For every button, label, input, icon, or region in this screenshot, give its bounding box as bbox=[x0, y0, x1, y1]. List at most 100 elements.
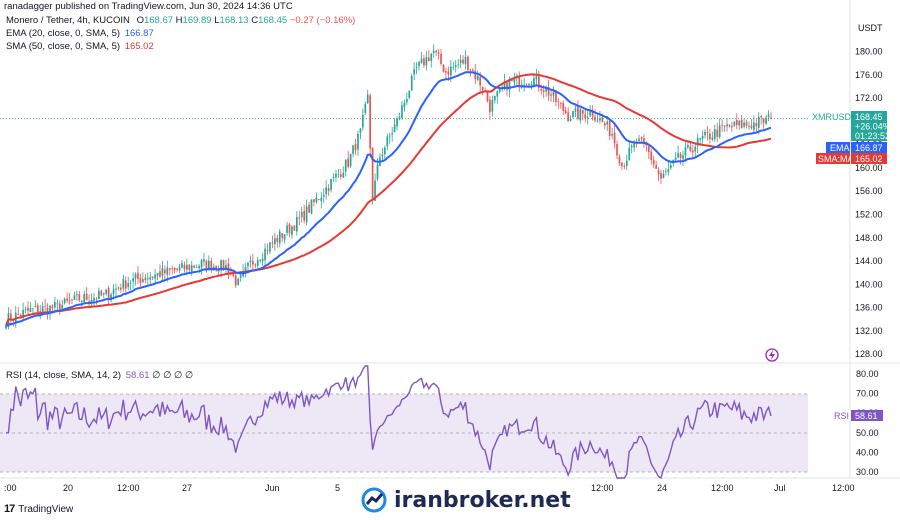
candle bbox=[181, 262, 183, 268]
candle bbox=[596, 120, 599, 122]
candle bbox=[27, 307, 29, 311]
candle bbox=[542, 90, 545, 92]
candle bbox=[247, 262, 249, 267]
candle bbox=[408, 90, 411, 98]
currency-label: USDT bbox=[858, 23, 883, 33]
candle bbox=[552, 91, 555, 96]
candle bbox=[139, 277, 142, 283]
candle bbox=[132, 278, 134, 282]
low-label: L bbox=[214, 15, 220, 26]
symbol-legend: Monero / Tether, 4h, KUCOIN O168.67 H169… bbox=[6, 15, 355, 26]
time-tick: Jun bbox=[265, 483, 280, 493]
candle bbox=[755, 123, 758, 127]
ema-tag: EMA 166.87 bbox=[826, 142, 887, 153]
candle bbox=[743, 122, 745, 127]
candle bbox=[215, 265, 218, 271]
candle bbox=[288, 224, 291, 234]
rsi-legend: RSI (14, close, SMA, 14, 2) 58.61 ∅ ∅ ∅ … bbox=[6, 370, 193, 381]
candle bbox=[54, 302, 56, 308]
watermark: iranbroker.net bbox=[360, 486, 571, 514]
candle bbox=[599, 118, 601, 121]
candle bbox=[300, 211, 303, 218]
candle bbox=[98, 290, 100, 300]
candle bbox=[513, 78, 516, 83]
price-tick: 148.00 bbox=[855, 233, 883, 243]
candle bbox=[305, 206, 308, 223]
candle bbox=[295, 217, 298, 232]
candle bbox=[364, 103, 367, 114]
candle bbox=[699, 138, 701, 140]
candle bbox=[616, 144, 618, 156]
candle bbox=[435, 50, 438, 53]
candle bbox=[310, 199, 313, 214]
candle bbox=[682, 155, 684, 159]
candle bbox=[559, 102, 562, 104]
price-tick: 180.00 bbox=[855, 46, 883, 56]
candle bbox=[66, 298, 68, 301]
candle bbox=[291, 226, 293, 235]
candle bbox=[107, 288, 110, 299]
candle bbox=[701, 135, 704, 139]
price-tick: 152.00 bbox=[855, 209, 883, 219]
candle bbox=[415, 67, 418, 69]
ema-tag-label: EMA bbox=[830, 143, 850, 153]
candle bbox=[469, 69, 472, 71]
candle bbox=[440, 53, 442, 64]
candle bbox=[234, 275, 237, 286]
candle bbox=[17, 314, 20, 315]
rsi-value: 58.61 bbox=[125, 370, 150, 381]
candle bbox=[332, 176, 335, 178]
candle bbox=[359, 128, 362, 133]
candle bbox=[254, 264, 257, 266]
candle bbox=[606, 121, 609, 125]
lightning-icon[interactable] bbox=[765, 348, 779, 362]
time-tick: 12:00 bbox=[832, 483, 855, 493]
candle bbox=[354, 144, 357, 151]
candle bbox=[225, 265, 227, 270]
candle bbox=[674, 157, 677, 160]
candle bbox=[533, 78, 535, 86]
candle bbox=[660, 172, 662, 179]
candle bbox=[462, 59, 464, 64]
candle bbox=[586, 116, 589, 118]
candle bbox=[684, 147, 687, 156]
candle bbox=[376, 164, 379, 180]
candle bbox=[317, 199, 320, 201]
candle bbox=[476, 76, 479, 81]
candle bbox=[643, 138, 645, 143]
candle bbox=[156, 272, 159, 276]
candle bbox=[95, 299, 98, 300]
candle bbox=[457, 64, 460, 66]
candle bbox=[371, 147, 374, 201]
candle bbox=[102, 293, 105, 295]
sma-value: 165.02 bbox=[124, 41, 154, 52]
price-tag: XMRUSDT 168.45 +26.04% 01:23:52 bbox=[810, 111, 891, 141]
candle bbox=[420, 58, 423, 63]
candle bbox=[405, 98, 408, 103]
candle bbox=[56, 302, 59, 304]
tradingview-logo[interactable]: 17 TradingView bbox=[4, 503, 73, 515]
candle bbox=[347, 158, 350, 167]
candle bbox=[252, 260, 254, 265]
candle bbox=[85, 293, 88, 301]
candle bbox=[454, 65, 457, 67]
candle bbox=[88, 301, 90, 303]
candle bbox=[149, 277, 152, 280]
candle bbox=[745, 122, 748, 126]
candle bbox=[662, 173, 665, 179]
candle bbox=[740, 119, 743, 129]
close-value: 168.45 bbox=[258, 15, 288, 26]
candle bbox=[432, 50, 435, 54]
candle bbox=[315, 197, 318, 203]
candle bbox=[493, 95, 496, 101]
candle bbox=[283, 234, 286, 240]
candle bbox=[547, 87, 550, 96]
price-tag-symbol: XMRUSDT bbox=[812, 112, 857, 122]
candle bbox=[540, 88, 543, 91]
time-tick: 5 bbox=[335, 483, 340, 493]
candle bbox=[105, 289, 108, 294]
candle bbox=[523, 84, 525, 87]
candle bbox=[391, 133, 394, 135]
